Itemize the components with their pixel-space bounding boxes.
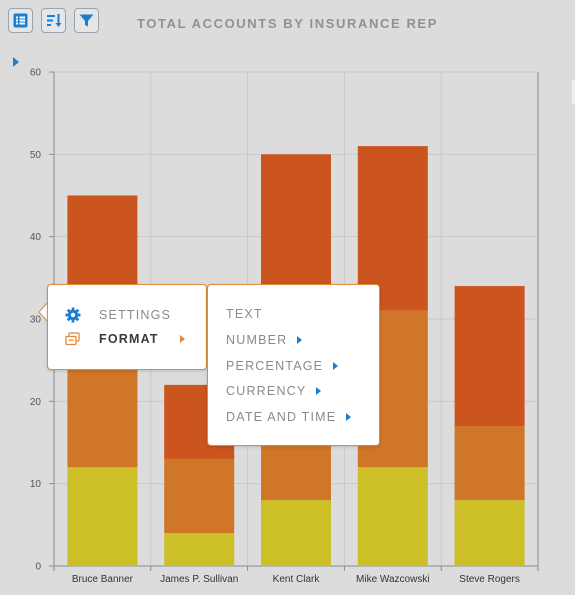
x-tick-label: James P. Sullivan bbox=[160, 574, 238, 585]
bar-segment bbox=[357, 467, 428, 566]
bar-segment bbox=[357, 146, 428, 311]
menu-item-settings[interactable]: SETTINGS bbox=[65, 307, 171, 323]
submenu-item-label: NUMBER bbox=[226, 333, 288, 347]
submenu-item-label: CURRENCY bbox=[226, 384, 307, 398]
list-view-icon bbox=[13, 13, 28, 28]
submenu-item-label: TEXT bbox=[226, 307, 263, 321]
bar-segment bbox=[261, 500, 331, 566]
chevron-right-icon bbox=[179, 335, 185, 343]
sort-button[interactable] bbox=[41, 8, 66, 33]
submenu-item-number[interactable]: NUMBER bbox=[226, 333, 303, 347]
chevron-right-icon bbox=[346, 413, 352, 421]
submenu-item-label: PERCENTAGE bbox=[226, 359, 324, 373]
menu-item-label: FORMAT bbox=[99, 332, 159, 346]
x-tick-label: Steve Rogers bbox=[459, 574, 520, 585]
submenu-item-currency[interactable]: CURRENCY bbox=[226, 384, 322, 398]
menu-item-label: SETTINGS bbox=[99, 308, 172, 322]
x-tick-label: Bruce Banner bbox=[72, 574, 134, 585]
sort-icon bbox=[46, 14, 61, 27]
format-submenu: TEXT NUMBER PERCENTAGE CURRENCY DATE AND… bbox=[207, 284, 380, 446]
submenu-item-percentage[interactable]: PERCENTAGE bbox=[226, 359, 339, 373]
chevron-right-icon bbox=[333, 362, 339, 370]
submenu-item-date-and-time[interactable]: DATE AND TIME bbox=[226, 410, 352, 424]
chart-title: TOTAL ACCOUNTS BY INSURANCE REP bbox=[137, 16, 438, 31]
list-view-button[interactable] bbox=[8, 8, 33, 33]
context-menu: SETTINGS FORMAT bbox=[47, 284, 207, 370]
y-tick-label: 60 bbox=[30, 68, 42, 79]
bar-segment bbox=[454, 426, 525, 501]
bar-segment bbox=[454, 500, 525, 566]
submenu-item-label: DATE AND TIME bbox=[226, 410, 337, 424]
scrollbar[interactable] bbox=[572, 80, 575, 104]
x-tick-label: Kent Clark bbox=[273, 574, 321, 585]
bar-segment bbox=[67, 467, 138, 566]
chevron-right-icon bbox=[316, 387, 322, 395]
menu-item-format[interactable]: FORMAT bbox=[65, 332, 185, 346]
y-tick-label: 30 bbox=[30, 315, 42, 326]
toolbar bbox=[8, 8, 99, 33]
gear-icon bbox=[65, 307, 81, 323]
format-icon bbox=[65, 332, 80, 346]
chevron-right-icon bbox=[297, 336, 303, 344]
filter-button[interactable] bbox=[74, 8, 99, 33]
submenu-item-text[interactable]: TEXT bbox=[226, 307, 263, 321]
x-tick-label: Mike Wazcowski bbox=[356, 574, 430, 585]
bar-segment bbox=[67, 368, 138, 468]
bar-segment bbox=[164, 458, 235, 534]
y-tick-label: 10 bbox=[30, 479, 42, 490]
y-tick-label: 0 bbox=[35, 562, 41, 573]
y-tick-label: 20 bbox=[30, 397, 42, 408]
filter-icon bbox=[79, 14, 94, 27]
y-tick-label: 40 bbox=[30, 232, 42, 243]
y-tick-label: 50 bbox=[30, 150, 42, 161]
expand-panel-icon[interactable] bbox=[12, 57, 20, 67]
bar-segment bbox=[454, 286, 525, 427]
bar-segment bbox=[164, 533, 235, 566]
